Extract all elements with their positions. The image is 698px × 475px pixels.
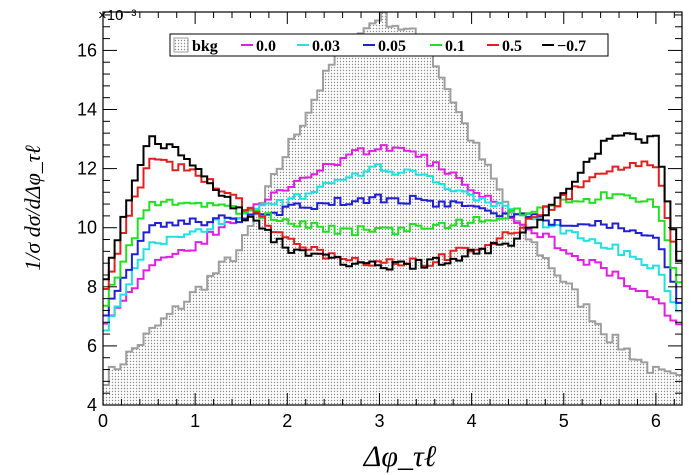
series-line-bkg: [103, 12, 682, 386]
legend-label-bkg: bkg: [192, 38, 218, 55]
y-tick-label: 8: [87, 277, 97, 297]
y-axis-label: 1/σ dσ/dΔφ_τℓ: [20, 144, 45, 270]
series-line-−0.7: [103, 132, 682, 281]
legend: bkg 0.0 0.03 0.05 0.1 0.5 −0.7: [169, 33, 609, 57]
x-tick-label: 0: [98, 411, 108, 431]
legend-label-0.0: 0.0: [256, 38, 276, 55]
y-tick-label: 4: [87, 395, 97, 415]
y-tick-label: 12: [77, 159, 97, 179]
series-layer: [103, 12, 682, 405]
legend-label-0.1: 0.1: [445, 38, 465, 55]
legend-label-−0.7: −0.7: [557, 38, 586, 55]
legend-label-0.05: 0.05: [378, 38, 406, 55]
x-tick-label: 3: [374, 411, 384, 431]
y-tick-label: 16: [77, 40, 97, 60]
legend-box: [169, 33, 609, 57]
series-line-0.1: [103, 191, 682, 307]
x-tick-label: 4: [467, 411, 477, 431]
x-tick-label: 1: [190, 411, 200, 431]
y-tick-label: 14: [77, 100, 97, 120]
legend-label-0.5: 0.5: [502, 38, 522, 55]
y-exponent-label: ×10⁻³: [98, 7, 136, 24]
x-tick-label: 2: [282, 411, 292, 431]
plot-frame: [102, 11, 683, 406]
legend-label-0.03: 0.03: [312, 38, 340, 55]
series-line-0.05: [103, 193, 682, 317]
legend-swatch-bkg: [173, 37, 189, 53]
x-axis-label: Δφ_τℓ: [363, 440, 437, 473]
y-tick-label: 6: [87, 336, 97, 356]
x-tick-label: 6: [651, 411, 661, 431]
series-line-0.03: [103, 163, 682, 332]
y-tick-label: 10: [77, 218, 97, 238]
series-line-0.0: [103, 144, 682, 326]
x-tick-label: 5: [559, 411, 569, 431]
series-fill-bkg: [103, 12, 682, 405]
